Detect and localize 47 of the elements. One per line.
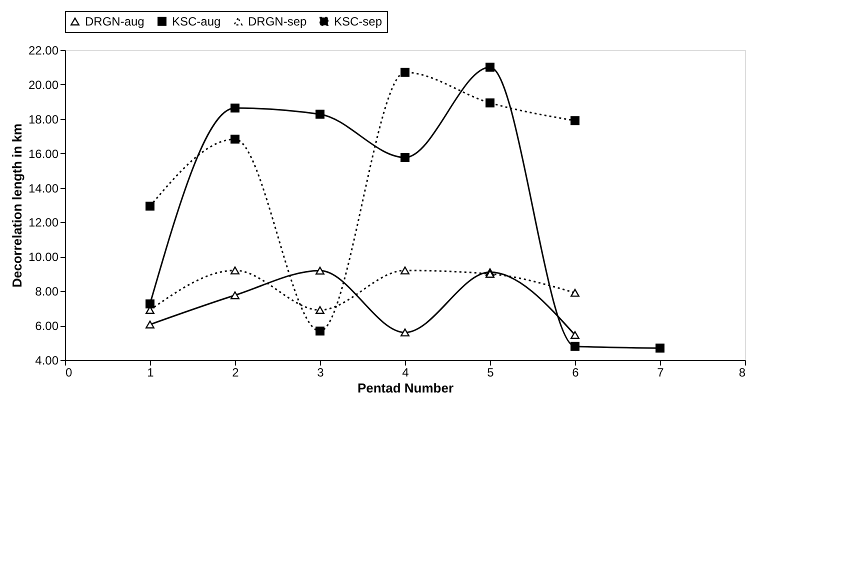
point bbox=[316, 110, 324, 119]
point bbox=[400, 152, 410, 162]
point bbox=[570, 116, 580, 126]
x-tick-label: 8 bbox=[738, 366, 746, 380]
legend-label: KSC-sep bbox=[334, 14, 382, 28]
y-tick-label: 14.00 bbox=[28, 181, 59, 196]
point bbox=[316, 326, 324, 336]
point bbox=[400, 68, 410, 77]
point bbox=[400, 328, 410, 336]
point bbox=[230, 291, 240, 300]
x-tick-label: 2 bbox=[232, 366, 240, 380]
point bbox=[570, 288, 580, 297]
y-tick-label: 10.00 bbox=[28, 250, 59, 264]
y-tick-label: 8.00 bbox=[35, 284, 59, 299]
x-tick-label: 6 bbox=[572, 366, 580, 380]
point bbox=[316, 306, 324, 314]
point bbox=[230, 104, 240, 113]
x-axis-title: Pentad Number bbox=[357, 380, 454, 396]
point bbox=[486, 98, 494, 108]
legend-label: DRGN-sep bbox=[248, 14, 307, 28]
legend-label: KSC-aug bbox=[172, 14, 221, 28]
y-axis-title: Decorrelation length in km bbox=[9, 124, 24, 288]
point bbox=[570, 342, 580, 351]
x-tick-label: 5 bbox=[487, 366, 494, 380]
y-tick-label: 20.00 bbox=[28, 78, 59, 92]
x-tick-label: 1 bbox=[147, 366, 154, 380]
point bbox=[400, 266, 410, 274]
point bbox=[656, 344, 664, 353]
point bbox=[230, 134, 240, 144]
point bbox=[146, 299, 154, 308]
x-tick-label: 3 bbox=[317, 366, 324, 380]
point bbox=[570, 331, 580, 339]
legend-label: DRGN-aug bbox=[85, 14, 144, 28]
y-tick-label: 22.00 bbox=[28, 44, 59, 58]
x-tick-label: 4 bbox=[402, 366, 410, 380]
x-tick-label: 7 bbox=[657, 366, 664, 380]
point bbox=[230, 266, 240, 274]
point bbox=[146, 202, 154, 211]
point bbox=[486, 62, 494, 72]
x-tick-label: 0 bbox=[66, 366, 72, 380]
y-tick-label: 12.00 bbox=[28, 216, 59, 230]
y-tick-label: 6.00 bbox=[35, 319, 59, 334]
y-tick-label: 18.00 bbox=[28, 112, 59, 126]
y-tick-label: 4.00 bbox=[35, 354, 59, 368]
point bbox=[146, 320, 154, 328]
point bbox=[316, 266, 324, 275]
y-tick-label: 16.00 bbox=[28, 146, 59, 161]
